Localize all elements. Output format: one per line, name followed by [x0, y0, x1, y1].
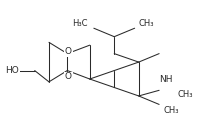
- Text: NH: NH: [159, 75, 173, 84]
- Text: H₃C: H₃C: [72, 19, 88, 28]
- Text: CH₃: CH₃: [139, 19, 154, 28]
- Text: O: O: [65, 72, 72, 81]
- Text: CH₃: CH₃: [177, 90, 193, 99]
- Text: CH₃: CH₃: [163, 106, 179, 115]
- Text: HO: HO: [5, 66, 19, 75]
- Text: O: O: [65, 47, 72, 56]
